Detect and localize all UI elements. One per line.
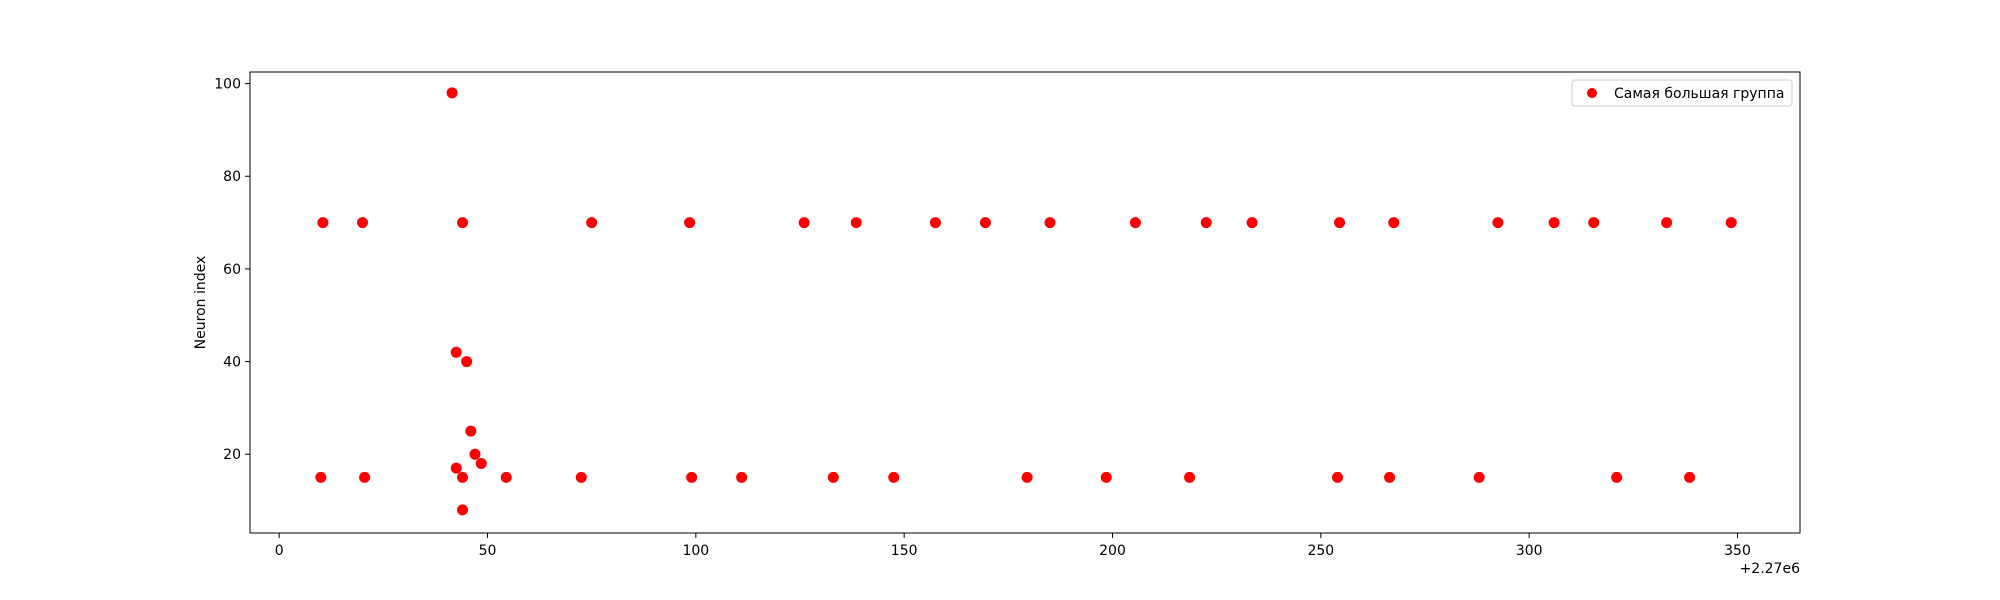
data-point [1184,471,1196,483]
legend-label: Самая большая группа [1614,86,1784,102]
x-axis-offset-label: +2.27e6 [1740,561,1801,577]
data-point [684,217,696,229]
data-point [357,217,368,229]
data-point [450,462,462,474]
y-tick-label: 80 [223,169,241,185]
data-point [461,356,473,368]
x-tick-label: 200 [1099,543,1126,559]
y-tick-label: 20 [223,447,241,463]
data-point [500,471,512,483]
plot-frame [249,71,1801,534]
data-point [827,471,839,483]
data-point [315,471,327,483]
data-point [1492,217,1504,229]
data-point [929,217,941,229]
data-point [1332,471,1343,483]
x-tick-label: 50 [479,543,497,559]
data-point [850,217,862,229]
data-point [1548,217,1560,229]
data-point [1021,471,1033,483]
y-tick-label: 100 [214,77,241,93]
data-point [1044,217,1056,229]
data-point [1388,217,1400,229]
data-point [317,217,329,229]
legend-box [1571,79,1793,107]
legend-marker [1587,88,1597,98]
data-point [457,504,468,516]
data-point [736,471,748,483]
x-tick-label: 250 [1307,543,1334,559]
data-point [586,217,598,229]
y-tick-label: 60 [223,262,241,278]
data-point [979,217,991,229]
y-axis-ticks: 20 40 60 80 100 [214,77,250,463]
data-point [575,471,587,483]
data-point [798,217,810,229]
data-point [888,471,900,483]
data-point [1588,217,1600,229]
data-point [475,458,487,470]
x-tick-label: 150 [891,543,918,559]
x-tick-label: 350 [1724,543,1751,559]
data-point [1473,471,1485,483]
data-point [1100,471,1112,483]
data-point [1684,471,1696,483]
data-point [359,471,371,483]
data-point [1384,471,1396,483]
y-tick-label: 40 [223,355,241,371]
data-point [457,471,468,483]
data-point [1246,217,1258,229]
data-point [465,425,477,437]
data-point [1334,217,1346,229]
data-point [469,448,481,460]
x-tick-label: 0 [275,543,284,559]
legend: Самая большая группа [1571,79,1793,107]
data-point [1661,217,1673,229]
x-tick-label: 100 [682,543,709,559]
x-axis-ticks: 0 50 100 150 200 250 300 350 [275,533,1751,559]
data-point [450,346,462,358]
data-point [1129,217,1141,229]
data-point [1200,217,1212,229]
data-point [686,471,698,483]
data-point [1725,217,1737,229]
x-tick-label: 300 [1516,543,1543,559]
data-point [1611,471,1623,483]
data-point [457,217,468,229]
data-points [315,87,1737,516]
data-point [446,87,458,99]
y-axis-label: Neuron index [193,256,209,350]
